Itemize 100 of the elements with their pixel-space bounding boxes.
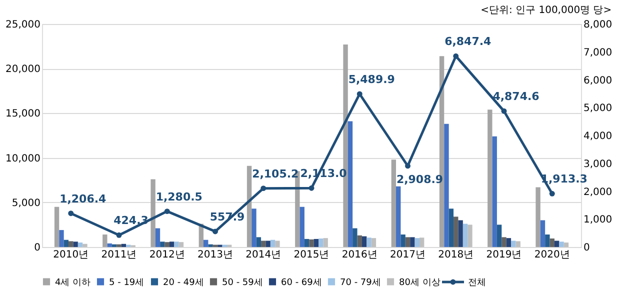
bar [371, 238, 376, 247]
bar [323, 238, 328, 247]
bar [261, 240, 266, 247]
bar [169, 242, 174, 247]
bar [506, 238, 512, 247]
bar [559, 242, 564, 247]
bar [112, 244, 117, 247]
bar [164, 242, 170, 247]
y2-tick-label: 6,000 [584, 75, 612, 86]
x-tick-label: 2013년 [198, 250, 233, 260]
bar [348, 121, 353, 247]
bar [204, 240, 208, 247]
bar [116, 244, 122, 247]
bar [410, 237, 415, 247]
y-tick-label: 25,000 [6, 20, 40, 30]
bar [405, 237, 410, 247]
x-tick-label: 2019년 [486, 250, 522, 260]
bar [511, 240, 516, 247]
bar [300, 206, 304, 247]
bar [414, 238, 420, 247]
bar [252, 208, 256, 247]
bar [488, 110, 492, 247]
bar [516, 241, 520, 247]
bar [444, 124, 449, 247]
bar [174, 242, 179, 247]
bar [362, 236, 367, 247]
data-label: 1,280.5 [156, 190, 202, 204]
data-label: 5,489.9 [348, 72, 395, 86]
bar [270, 240, 276, 247]
bar [82, 244, 88, 247]
bar [155, 228, 160, 247]
point [405, 163, 410, 169]
bar [550, 238, 554, 247]
bar [391, 160, 396, 247]
x-tick-label: 2017년 [390, 250, 426, 260]
y-tick-label: 0 [34, 242, 40, 254]
point [356, 91, 362, 97]
y2-tick-label: 2,000 [584, 186, 612, 198]
x-tick-label: 2011년 [101, 250, 137, 260]
bar [554, 240, 560, 247]
bar [107, 243, 112, 247]
x-tick-label: 2012년 [149, 250, 185, 260]
bar [357, 235, 362, 247]
legend-label: 4세 이하 [55, 278, 91, 288]
bar [266, 240, 270, 247]
bar [454, 216, 458, 247]
data-label: 2,908.9 [396, 172, 444, 186]
bar [68, 241, 74, 247]
y-tick-label: 10,000 [6, 153, 40, 164]
y2-tick-label: 7,000 [584, 47, 612, 58]
bar [462, 224, 468, 247]
bar [352, 228, 358, 247]
bar [208, 244, 213, 247]
y2-tick-label: 5,000 [584, 103, 612, 114]
bar [396, 186, 401, 247]
legend-label: 50 - 59세 [222, 278, 263, 288]
x-tick-label: 2020년 [534, 250, 570, 260]
bar [150, 179, 156, 247]
bar [536, 187, 540, 247]
legend-label: 5 - 19세 [109, 278, 144, 288]
x-tick-label: 2014년 [246, 250, 282, 260]
bar [419, 238, 424, 247]
legend-label: 20 - 49세 [163, 278, 204, 288]
y-tick-label: 5,000 [12, 198, 40, 209]
point [260, 186, 266, 192]
y-tick-label: 15,000 [6, 108, 40, 120]
point [308, 185, 314, 191]
bar [256, 237, 262, 247]
point [116, 232, 122, 238]
y-tick-label: 20,000 [6, 64, 40, 76]
legend-label: 전체 [468, 278, 486, 288]
bar [102, 234, 108, 247]
point [549, 190, 555, 196]
bar [540, 220, 546, 247]
bar [468, 224, 472, 247]
bar [545, 234, 550, 247]
bar [160, 242, 165, 247]
bar [448, 208, 454, 247]
bar [314, 238, 319, 247]
x-tick-label: 2016년 [342, 250, 378, 260]
point [453, 53, 459, 59]
y2-tick-label: 4,000 [584, 131, 612, 142]
point [68, 210, 74, 216]
bar [318, 238, 324, 247]
bar [458, 220, 463, 247]
bar [304, 238, 310, 247]
bar [496, 224, 502, 247]
text: <단위: 인구 100,000명 당> [480, 5, 612, 16]
data-label: 6,847.4 [444, 35, 492, 48]
bar [121, 244, 126, 247]
bar [309, 239, 314, 247]
bar [73, 242, 78, 247]
point [164, 208, 170, 214]
x-tick-label: 2010년 [53, 250, 89, 260]
point [212, 228, 218, 234]
bar [564, 242, 569, 247]
bar [59, 230, 64, 247]
y2-tick-label: 8,000 [584, 20, 612, 30]
bar [178, 242, 184, 247]
bar [64, 240, 69, 247]
